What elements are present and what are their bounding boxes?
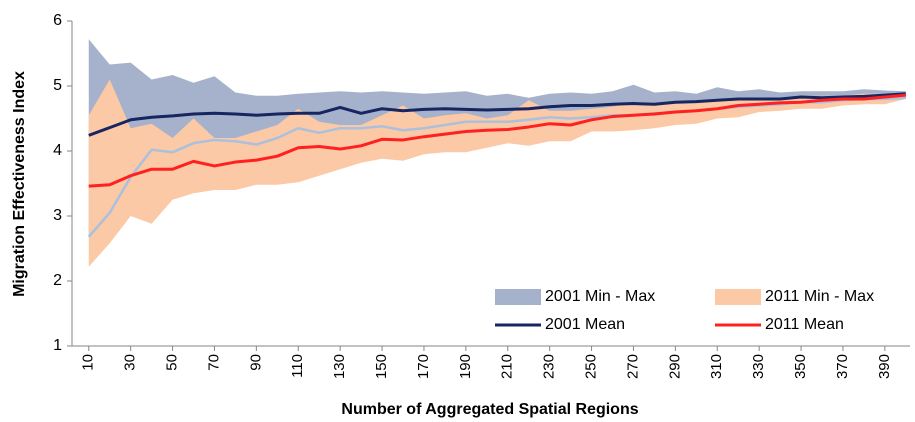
x-tick-label: 190 — [457, 354, 474, 379]
x-tick-label: 50 — [164, 354, 181, 371]
x-tick-label: 110 — [289, 354, 306, 378]
x-axis-title: Number of Aggregated Spatial Regions — [341, 401, 638, 418]
x-tick-label: 130 — [331, 354, 348, 379]
legend-text: 2011 Mean — [765, 316, 844, 333]
legend-swatch — [495, 289, 541, 305]
legend-text: 2011 Min - Max — [765, 288, 874, 305]
y-tick-label: 1 — [53, 337, 62, 354]
x-tick-label: 310 — [708, 354, 725, 379]
x-tick-label: 170 — [415, 354, 432, 379]
x-tick-label: 10 — [80, 354, 97, 371]
y-axis-title: Migration Effectiveness Index — [11, 71, 28, 297]
legend-swatch — [715, 289, 761, 305]
y-tick-label: 2 — [53, 272, 62, 289]
y-tick-label: 6 — [53, 12, 62, 29]
line — [88, 92, 906, 137]
y-tick-label: 5 — [53, 77, 62, 94]
x-tick-label: 70 — [205, 354, 222, 371]
x-tick-label: 370 — [834, 354, 851, 379]
legend-text: 2001 Mean — [545, 316, 625, 333]
y-tick-label: 4 — [53, 142, 62, 159]
x-tick-label: 250 — [583, 354, 600, 379]
x-tick-label: 270 — [624, 354, 641, 379]
x-tick-label: 90 — [247, 354, 264, 371]
line — [88, 93, 906, 188]
x-tick-label: 210 — [499, 354, 516, 379]
x-tick-label: 330 — [750, 354, 767, 379]
x-tick-label: 230 — [541, 354, 558, 379]
legend-text: 2001 Min - Max — [545, 288, 655, 305]
x-tick-label: 150 — [373, 354, 390, 379]
x-tick-label: 30 — [122, 354, 139, 371]
x-tick-label: 390 — [876, 354, 893, 379]
y-tick-label: 3 — [53, 207, 62, 224]
band — [88, 79, 906, 267]
x-tick-label: 350 — [792, 354, 809, 379]
x-tick-label: 290 — [666, 354, 683, 379]
